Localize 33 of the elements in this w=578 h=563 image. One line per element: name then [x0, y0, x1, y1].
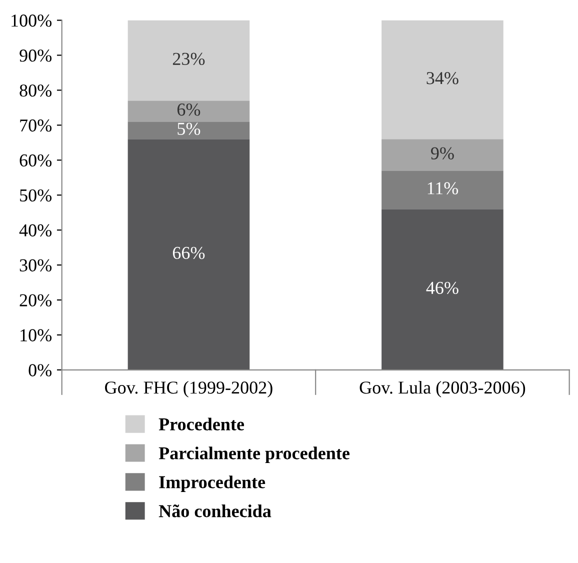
y-tick-label: 50%	[20, 189, 52, 202]
y-tick-label: 60%	[20, 154, 52, 167]
data-label: 5%	[178, 122, 200, 135]
y-tick-label: 30%	[20, 259, 52, 272]
data-label: 23%	[172, 52, 205, 66]
y-tick-label: 20%	[20, 294, 52, 306]
y-tick-label: 0%	[28, 364, 52, 376]
data-label: 9%	[431, 147, 454, 160]
bar	[382, 209, 504, 370]
legend-label: Procedente	[158, 418, 244, 430]
y-tick-label: 80%	[20, 84, 52, 97]
y-tick-label: 40%	[19, 224, 52, 237]
bar	[382, 170, 504, 210]
legend-label: Parcialmente procedente	[158, 446, 350, 464]
bar	[128, 122, 250, 140]
x-tick-label: Gov. FHC (1999-2002)	[105, 381, 272, 398]
y-tick-label: 70%	[20, 119, 52, 132]
legend-label: Não conhecida	[158, 504, 272, 518]
data-label: 46%	[426, 282, 458, 294]
data-label: 6%	[177, 104, 200, 116]
y-tick-label: 10%	[20, 329, 52, 342]
x-tick-label: Gov. Lula (2003-2006)	[360, 381, 526, 398]
bar	[128, 139, 250, 370]
data-label: 11%	[428, 182, 458, 194]
y-tick-label: 90%	[20, 49, 52, 62]
bar	[128, 100, 250, 122]
bar	[128, 20, 250, 101]
bar	[382, 20, 504, 140]
bar	[382, 139, 504, 171]
data-label: 34%	[426, 72, 458, 84]
legend-label: Improcedente	[159, 476, 266, 492]
y-tick-label: 100%	[12, 14, 52, 27]
data-label: 66%	[172, 246, 205, 260]
